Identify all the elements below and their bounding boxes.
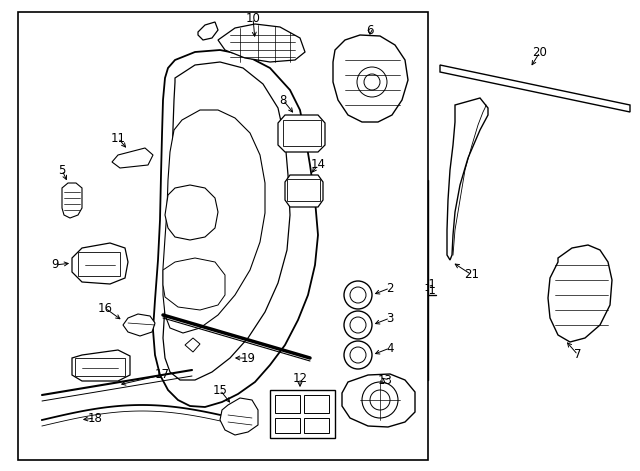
Circle shape [357,67,387,97]
Polygon shape [218,24,305,62]
Polygon shape [285,175,323,207]
Polygon shape [548,245,612,342]
Polygon shape [163,110,265,333]
Text: 11: 11 [111,131,125,145]
Text: 6: 6 [366,24,374,36]
Polygon shape [75,358,125,376]
Polygon shape [440,65,630,112]
Polygon shape [333,35,408,122]
Polygon shape [447,98,488,260]
Polygon shape [163,62,290,380]
Text: 5: 5 [58,163,66,177]
Text: 12: 12 [292,372,307,384]
Circle shape [350,347,366,363]
Text: 21: 21 [465,268,479,282]
Polygon shape [275,418,300,433]
Polygon shape [275,395,300,413]
Polygon shape [123,314,155,336]
Text: 4: 4 [387,341,394,355]
Polygon shape [165,185,218,240]
Polygon shape [304,395,329,413]
Polygon shape [342,374,415,427]
Polygon shape [163,258,225,310]
Circle shape [350,287,366,303]
Text: 2: 2 [387,282,394,294]
Circle shape [364,74,380,90]
Polygon shape [72,243,128,284]
Text: 19: 19 [241,351,255,365]
Circle shape [344,281,372,309]
Text: 3: 3 [387,311,394,325]
Polygon shape [112,148,153,168]
Polygon shape [198,22,218,40]
Text: 13: 13 [378,374,392,387]
Text: 17: 17 [154,368,170,382]
Polygon shape [72,350,130,381]
Text: 18: 18 [88,412,102,424]
Text: 20: 20 [532,46,547,58]
Polygon shape [153,50,318,407]
Polygon shape [220,398,258,435]
Polygon shape [304,418,329,433]
Circle shape [362,382,398,418]
Text: 8: 8 [279,94,287,106]
Polygon shape [185,338,200,352]
Text: 9: 9 [51,259,59,271]
Polygon shape [283,120,321,146]
Circle shape [370,390,390,410]
Text: 16: 16 [97,301,113,315]
Circle shape [350,317,366,333]
Text: -1: -1 [424,284,436,297]
Text: 14: 14 [310,159,326,171]
Polygon shape [270,390,335,438]
Polygon shape [278,115,325,152]
Polygon shape [287,179,320,201]
Text: -1: -1 [424,278,436,292]
Text: 10: 10 [246,11,260,24]
Polygon shape [62,183,82,218]
Text: 15: 15 [212,383,227,397]
Text: 7: 7 [574,349,582,362]
Polygon shape [78,252,120,276]
Bar [18,12,428,460]
Circle shape [344,311,372,339]
Circle shape [344,341,372,369]
